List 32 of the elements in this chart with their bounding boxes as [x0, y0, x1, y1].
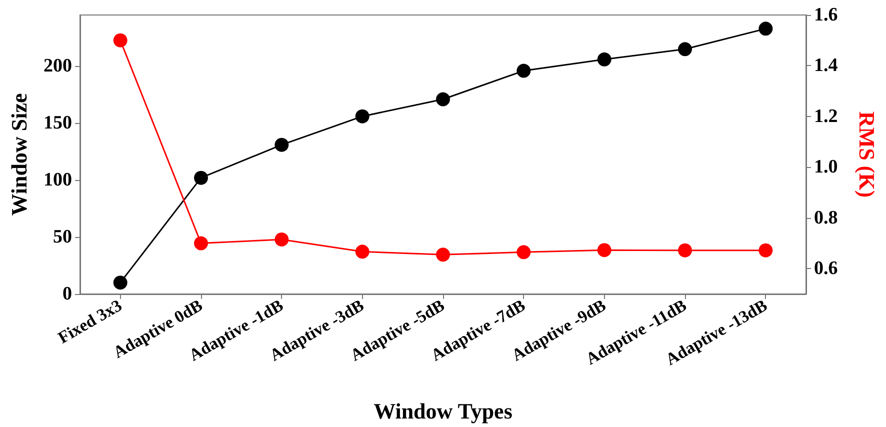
- point: [678, 42, 692, 56]
- point: [355, 109, 370, 124]
- y2-tick-label: 1.4: [814, 55, 838, 76]
- point: [436, 248, 450, 262]
- x-axis-title: Window Types: [374, 398, 513, 424]
- y-tick-label: 0: [62, 284, 72, 304]
- point: [516, 245, 531, 260]
- point: [758, 22, 773, 36]
- point: [194, 236, 208, 250]
- y-tick-label: 200: [44, 56, 72, 77]
- point: [597, 243, 612, 258]
- y-tick-label: 150: [44, 112, 72, 134]
- point: [274, 232, 289, 246]
- point: [194, 170, 208, 185]
- point: [758, 243, 773, 258]
- y2-tick-label: 0.8: [814, 207, 838, 228]
- point: [516, 64, 531, 78]
- point: [436, 92, 450, 106]
- point: [113, 276, 128, 290]
- y2-tick-label: 1.6: [814, 4, 838, 26]
- y2-axis-title: RMS (K): [854, 111, 880, 198]
- y2-tick-label: 0.6: [814, 258, 838, 280]
- point: [355, 244, 370, 259]
- y-tick-label: 100: [44, 170, 72, 191]
- point: [113, 33, 128, 48]
- y-tick-label: 50: [53, 226, 72, 248]
- point: [274, 138, 289, 152]
- point: [597, 52, 612, 66]
- y2-tick-label: 1.2: [814, 106, 838, 127]
- y-axis-title: Window Size: [6, 93, 32, 216]
- point: [678, 243, 692, 258]
- y2-tick-label: 1.0: [814, 156, 838, 178]
